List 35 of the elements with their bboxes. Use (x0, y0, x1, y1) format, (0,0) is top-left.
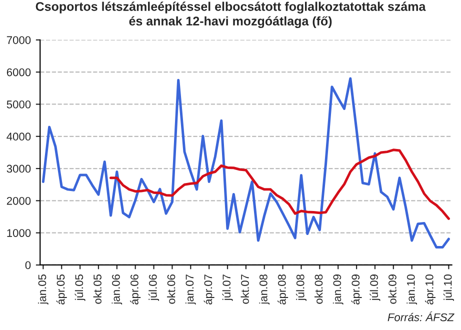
y-tick-label: 0 (25, 261, 31, 270)
x-tick-label: júl.09 (370, 274, 380, 301)
x-tick-label: júl.05 (74, 274, 86, 301)
x-tick-label: júl.06 (148, 274, 160, 301)
x-tick-label: okt.09 (388, 274, 396, 304)
x-tick-label: ápr.05 (56, 274, 67, 304)
line-series (110, 148, 450, 220)
y-tick-label: 3000 (6, 164, 31, 173)
x-tick-label: okt.07 (240, 274, 249, 304)
x-tick-label: ápr.07 (204, 274, 214, 304)
x-tick-label: júl.10 (443, 274, 454, 301)
y-tick-label: 6000 (6, 68, 31, 76)
x-tick-label: ápr.08 (278, 274, 288, 304)
x-tick-label: okt.08 (314, 274, 323, 304)
y-tick-label: 7000 (6, 36, 31, 44)
y-tick-label: 1000 (7, 229, 31, 237)
y-tick-label: 4000 (6, 132, 31, 141)
x-tick-label: júl.08 (296, 274, 306, 301)
x-tick-label: júl.07 (222, 274, 233, 301)
x-tick-label: jan.09 (332, 274, 344, 305)
x-tick-label: ápr.06 (130, 274, 141, 304)
y-tick-label: 2000 (6, 196, 31, 205)
x-tick-label: ápr.09 (351, 274, 362, 304)
x-tick-label: okt.06 (167, 274, 176, 304)
text: Forrás: ÁFSZ (388, 311, 454, 322)
x-tick-label: okt.05 (93, 274, 102, 304)
line-series (42, 77, 450, 249)
y-tick-label: 5000 (6, 100, 31, 108)
x-tick-label: jan.10 (406, 274, 418, 305)
x-tick-label: jan.05 (38, 274, 48, 305)
x-tick-label: jan.08 (259, 274, 270, 305)
x-tick-label: ápr.10 (425, 274, 436, 304)
x-tick-label: jan.07 (185, 274, 196, 305)
x-tick-label: jan.06 (112, 274, 122, 305)
chart-title: Csoportos létszámleépítéssel elbocsátott foglalkoztatottak száma és annak 12-havi mozgóátlaga (fő) (36, 2, 426, 28)
